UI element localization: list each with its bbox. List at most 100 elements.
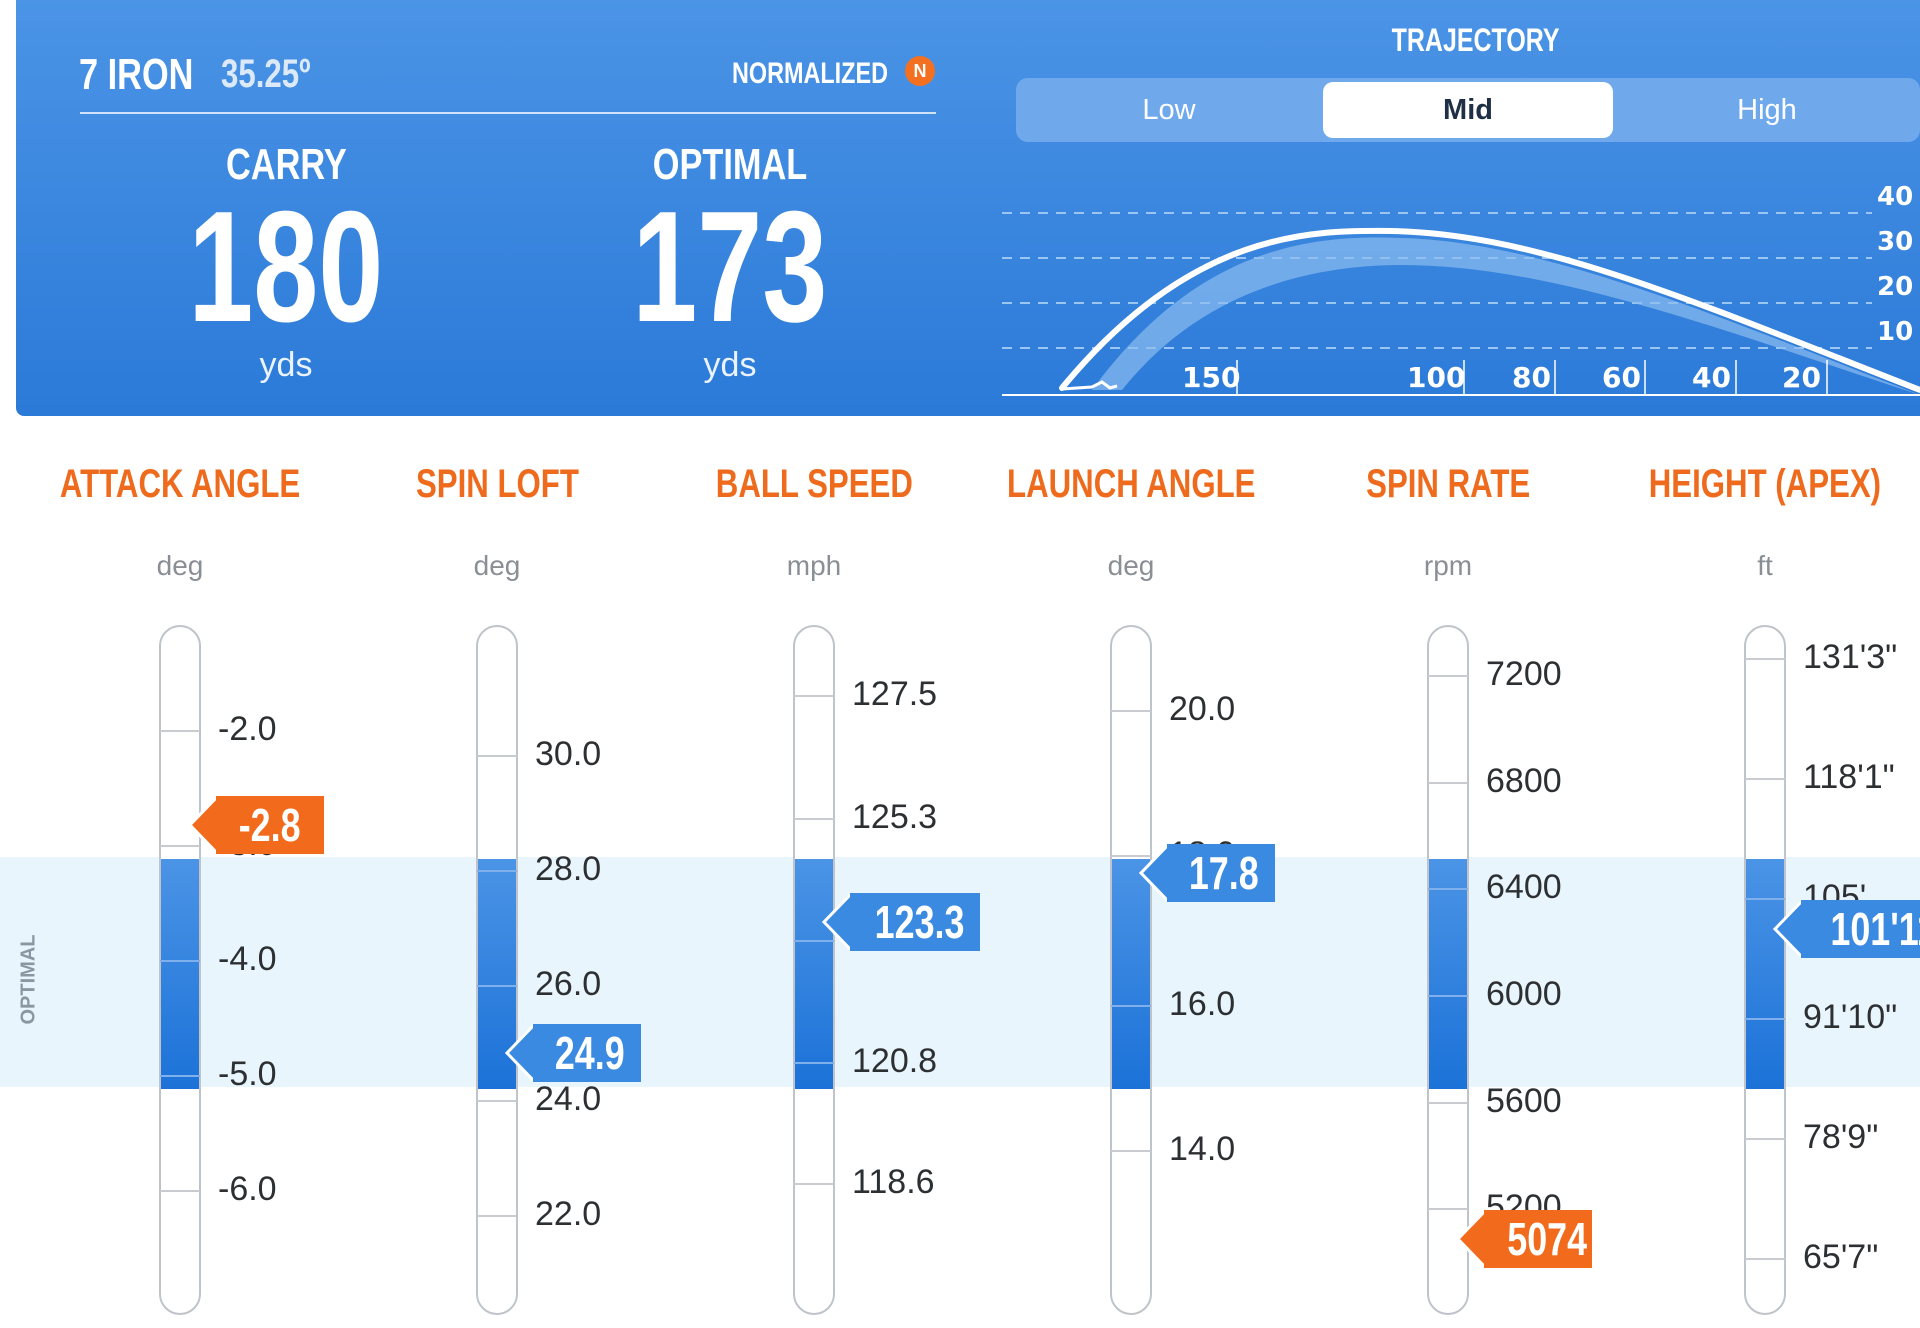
- gauge-tick: [1111, 710, 1151, 712]
- gauge-tick-label: -4.0: [218, 940, 277, 978]
- optimal-value: 173: [632, 179, 828, 355]
- height-tick-label: 40: [1877, 182, 1913, 212]
- gauge-tick: [1745, 778, 1785, 780]
- metric-title: SPIN RATE: [1365, 462, 1531, 506]
- marker-pointer: [1139, 844, 1169, 903]
- gauge-tick-label: 120.8: [852, 1042, 938, 1080]
- gauge-tick: [1428, 1208, 1468, 1210]
- marker-pointer: [188, 796, 218, 855]
- gauge-tick: [1428, 995, 1468, 997]
- optimal-range-fill: [1429, 859, 1467, 1089]
- distance-tick-label: 60: [1602, 361, 1641, 394]
- distance-tick-label: 100: [1407, 361, 1465, 394]
- gauge-tick: [1745, 1138, 1785, 1140]
- trajectory-title: TRAJECTORY: [1392, 22, 1560, 58]
- gauge-tick: [794, 1183, 834, 1185]
- optimal-range-fill: [795, 859, 833, 1089]
- gauge-tick: [794, 695, 834, 697]
- gauge-tick: [1111, 855, 1151, 857]
- optimal-unit: yds: [703, 346, 757, 384]
- metric-value-marker: -2.8: [188, 796, 326, 855]
- metric-title: ATTACK ANGLE: [59, 462, 301, 506]
- gauge-tick: [1111, 1150, 1151, 1152]
- gauge-tick-label: 30.0: [535, 735, 602, 773]
- trajectory-curve: [1059, 227, 1920, 393]
- gauge-tick-label: 78'9": [1803, 1118, 1879, 1156]
- metric-unit: deg: [1107, 550, 1155, 581]
- gauge-tick: [1745, 898, 1785, 900]
- gauge-tick-label: 6400: [1486, 868, 1562, 906]
- metric-unit: ft: [1757, 550, 1773, 581]
- header-divider: [80, 112, 936, 114]
- gauge-tick: [160, 960, 200, 962]
- gauge-tick-label: 125.3: [852, 798, 938, 836]
- gauge-tick-label: 127.5: [852, 675, 938, 713]
- trajectory-option-low[interactable]: Low: [1142, 94, 1196, 126]
- optimal-label: OPTIMAL: [652, 140, 808, 189]
- distance-tick-label: 40: [1692, 361, 1731, 394]
- metric-value: 24.9: [533, 1023, 641, 1082]
- metric-gauge: [793, 625, 835, 1315]
- gauge-tick-label: 28.0: [535, 850, 602, 888]
- gauge-tick-label: 131'3": [1803, 638, 1898, 676]
- gauge-tick-label: 118'1": [1803, 758, 1895, 796]
- metric-value: 101'11": [1801, 899, 1920, 958]
- gauge-tick-label: 7200: [1486, 655, 1562, 693]
- optimal-block: OPTIMAL 173 yds: [580, 140, 880, 385]
- ball-roll-line: [1061, 380, 1118, 391]
- gauge-tick-label: -2.0: [218, 710, 277, 748]
- gauge-tick: [160, 730, 200, 732]
- height-tick-label: 10: [1877, 317, 1913, 347]
- shot-summary-header: 7 IRON 35.25º NORMALIZED N CARRY 180 yds…: [16, 0, 1920, 416]
- gauge-tick: [794, 940, 834, 942]
- gauge-tick: [1428, 782, 1468, 784]
- gauge-tick-label: 20.0: [1169, 690, 1236, 728]
- gauge-tick-label: 91'10": [1803, 998, 1898, 1036]
- carry-block: CARRY 180 yds: [136, 140, 436, 385]
- gauge-tick-label: 26.0: [535, 965, 602, 1003]
- optimal-range-band: [0, 857, 1920, 1087]
- gauge-tick: [1745, 658, 1785, 660]
- gauge-tick-label: 16.0: [1169, 985, 1236, 1023]
- gauge-tick-label: 14.0: [1169, 1130, 1236, 1168]
- gauge-tick: [1111, 1005, 1151, 1007]
- marker-pointer: [505, 1023, 535, 1082]
- gauge-tick: [1428, 1102, 1468, 1104]
- metric-value-marker: 24.9: [505, 1023, 643, 1082]
- carry-unit: yds: [259, 346, 313, 384]
- metric-title: HEIGHT (APEX): [1648, 462, 1882, 506]
- optimal-range-fill: [1112, 859, 1150, 1089]
- metric-gauge: [476, 625, 518, 1315]
- metric-value-marker: 5074: [1456, 1210, 1594, 1269]
- trajectory-optimal-area: [1092, 237, 1920, 395]
- distance-tick-label: 20: [1782, 361, 1821, 394]
- carry-value: 180: [188, 179, 384, 355]
- metric-title: BALL SPEED: [715, 462, 913, 506]
- trajectory-chart: 40 30 20 10 150 100 80 60 40 20: [1002, 182, 1920, 396]
- optimal-range-fill: [161, 859, 199, 1089]
- gauge-tick: [160, 1190, 200, 1192]
- gauge-tick-label: 22.0: [535, 1195, 602, 1233]
- optimal-range-fill: [1746, 859, 1784, 1089]
- optimal-band-label: OPTIMAL: [17, 934, 40, 1025]
- metric-gauge: [1744, 625, 1786, 1315]
- normalized-icon[interactable]: N: [905, 56, 935, 86]
- metric-value: -2.8: [216, 796, 324, 855]
- normalized-label: NORMALIZED: [732, 57, 888, 90]
- gauge-tick: [794, 818, 834, 820]
- gauge-tick: [794, 1062, 834, 1064]
- metric-value: 5074: [1484, 1210, 1592, 1269]
- gauge-tick: [1428, 888, 1468, 890]
- gauge-tick: [1745, 1018, 1785, 1020]
- metric-unit: mph: [786, 550, 842, 581]
- marker-pointer: [1773, 899, 1803, 958]
- metric-value-marker: 17.8: [1139, 844, 1277, 903]
- gauge-tick: [477, 1100, 517, 1102]
- gauge-tick: [477, 985, 517, 987]
- gauge-tick: [160, 845, 200, 847]
- gauge-tick: [1428, 675, 1468, 677]
- trajectory-option-mid[interactable]: Mid: [1323, 82, 1613, 138]
- metric-value-marker: 123.3: [822, 892, 982, 951]
- trajectory-option-high[interactable]: High: [1737, 94, 1797, 126]
- metric-gauge: [1110, 625, 1152, 1315]
